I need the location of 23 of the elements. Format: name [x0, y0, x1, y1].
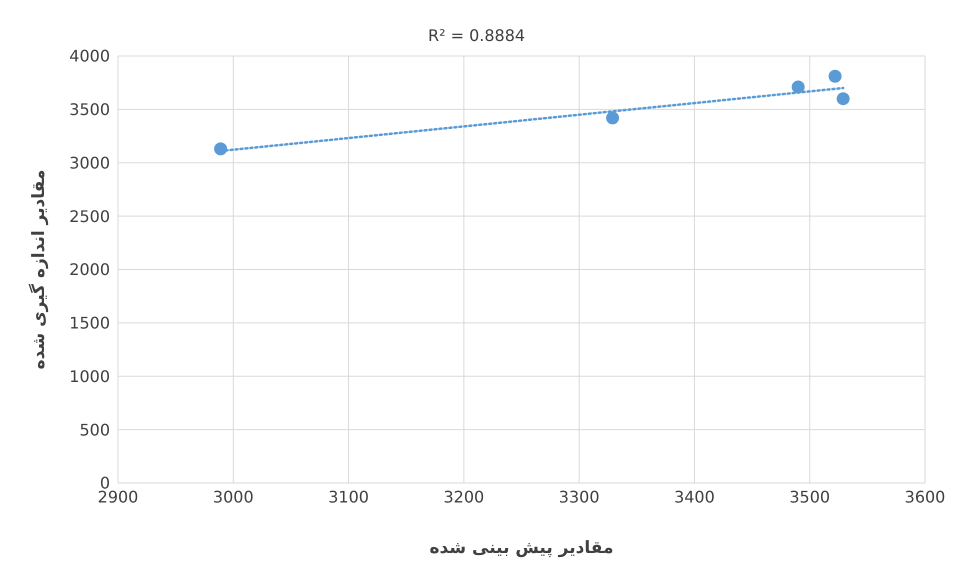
x-tick-label: 3500: [789, 487, 830, 506]
x-tick-label: 3200: [444, 487, 484, 506]
y-axis-title: مقادیر اندازه گیری شده: [28, 170, 50, 370]
point: [790, 79, 806, 94]
x-tick-label: 3000: [212, 487, 254, 506]
y-tick-label: 3000: [69, 153, 110, 172]
x-tick-label: 3100: [328, 487, 369, 506]
y-tick-label: 2500: [69, 206, 110, 226]
y-tick-label: 3500: [69, 100, 110, 120]
x-tick-label: 3400: [674, 487, 715, 506]
x-tick-label: 3300: [558, 487, 600, 506]
y-tick-label: 1000: [69, 366, 110, 386]
x-tick-label: 3600: [904, 487, 946, 506]
point: [828, 68, 843, 84]
y-tick-label: 1500: [69, 314, 110, 333]
y-tick-label: 4000: [69, 46, 110, 66]
point: [213, 141, 228, 156]
y-tick-label: 500: [79, 420, 110, 440]
y-tick-label: 2000: [69, 260, 110, 280]
point: [605, 110, 620, 126]
point: [836, 91, 851, 106]
text: R² = 0.8884: [428, 26, 526, 45]
x-axis-title: مقادیر پیش بینی شده: [430, 538, 614, 558]
